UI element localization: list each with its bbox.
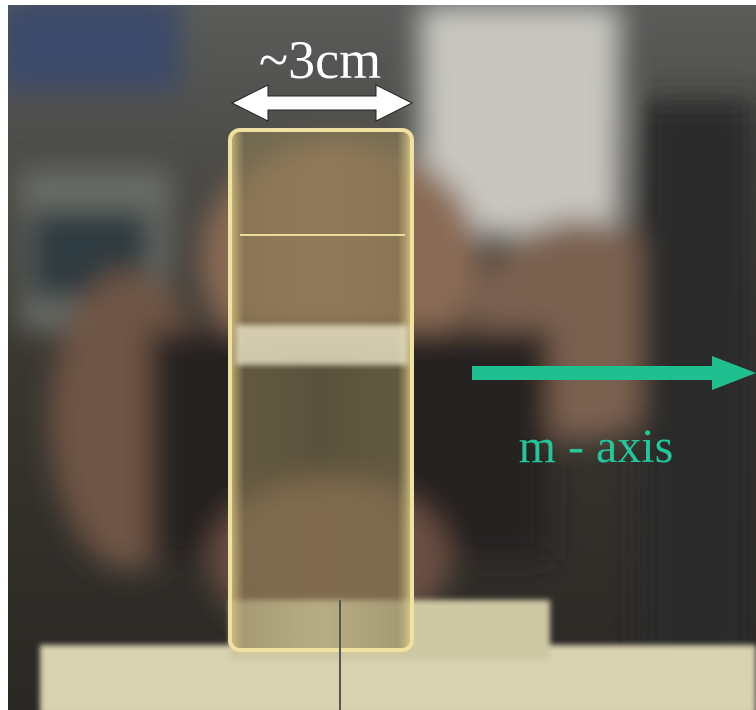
page: ~3cm m - axis (() => { const data = JSON… [0, 0, 756, 710]
axis-label: m - axis [519, 420, 674, 473]
photo-annotated: ~3cm m - axis [0, 0, 756, 710]
width-label: ~3cm [259, 30, 381, 90]
crystal [230, 130, 412, 710]
